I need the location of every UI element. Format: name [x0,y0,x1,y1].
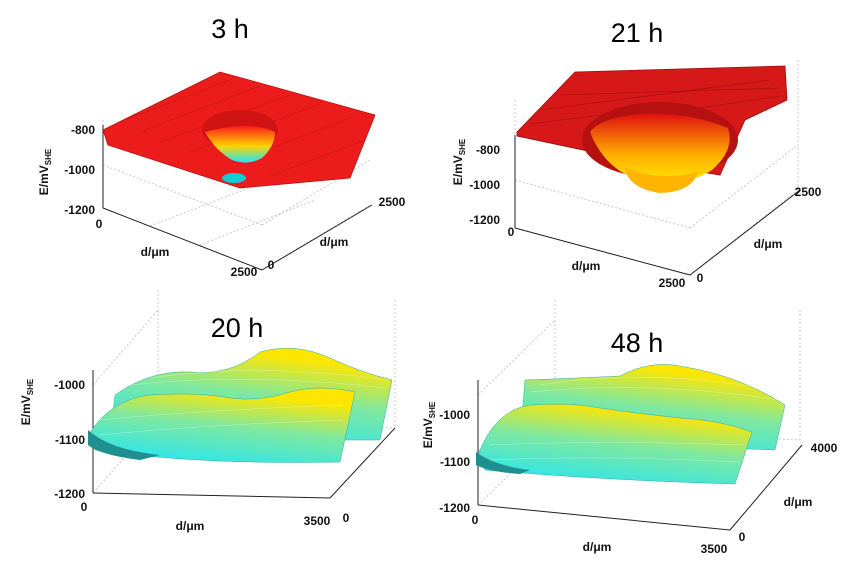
ztick-48h-0: -1000 [439,408,470,422]
ytick-21h-1: 2500 [795,185,822,199]
title-20h: 20 h [211,313,264,343]
xtick-3h-0: 0 [96,217,103,231]
ztick-3h-2: -1200 [64,203,95,217]
surface-texture [99,370,389,436]
ztick-21h-1: -1000 [469,178,500,192]
title-3h: 3 h [211,14,249,44]
axis-lines [514,135,801,276]
xlabel-21h: d/μm [572,259,601,273]
ztick-20h-1: -1100 [55,433,85,447]
xlabel-3h: d/μm [141,245,170,259]
ytick-21h-0: 0 [697,271,704,285]
ytick-3h-1: 2500 [379,195,406,209]
surface-edge-48h [476,452,530,474]
ylabel-48h: d/μm [784,495,813,509]
pit-21h [590,113,730,184]
zlabel-20h: E/mVSHE [19,378,35,425]
surface-plot-21h: 21 h -800 -1000 -1200 0 2500 0 2500 d/μm… [451,18,822,290]
xlabel-20h: d/μm [176,519,205,533]
title-21h: 21 h [611,18,664,48]
ytick-48h-0: 0 [739,530,746,544]
ztick-20h-2: -1200 [54,487,85,501]
ztick-3h-1: -1000 [64,163,95,177]
surface-ridge-front-20h [89,387,356,463]
xtick-21h-0: 0 [508,225,515,239]
ztick-3h-0: -800 [71,123,95,137]
ztick-21h-0: -800 [476,143,500,157]
axis-lines [102,125,373,271]
xtick-48h-1: 3500 [701,542,728,556]
zlabel-21h: E/mVSHE [451,138,467,185]
ytick-48h-1: 4000 [811,441,838,455]
pit-3h [205,126,275,163]
xtick-3h-1: 2500 [231,265,258,279]
title-48h: 48 h [611,328,664,358]
pit-bottom-3h [222,173,246,183]
surface-texture [489,376,784,463]
surface-plot-20h: 20 h -1000 -1100 -1200 0 3500 0 d/μm E/m… [19,290,396,533]
xtick-20h-1: 3500 [304,514,331,528]
xlabel-48h: d/μm [583,540,612,554]
ztick-48h-2: -1200 [439,501,470,515]
zlabel-3h: E/mVSHE [37,148,53,195]
ylabel-21h: d/μm [754,237,783,251]
pit-base-21h [625,168,698,193]
xtick-20h-0: 0 [81,500,88,514]
axis-lines [477,380,803,531]
xtick-48h-0: 0 [472,513,479,527]
zlabel-48h: E/mVSHE [421,401,437,448]
xtick-21h-1: 2500 [659,276,686,290]
ylabel-3h: d/μm [320,235,349,249]
ztick-20h-0: -1000 [54,378,85,392]
ytick-20h-0: 0 [343,511,350,525]
ztick-21h-2: -1200 [469,213,500,227]
surface-plot-3h: 3 h -800 -1000 -1200 0 2500 0 2500 d/μm … [37,14,406,279]
surface-edge-20h [88,430,160,460]
ytick-3h-0: 0 [268,258,275,272]
ztick-48h-1: -1100 [440,455,470,469]
surface-ridge-front-48h [477,403,753,485]
surface-texture [529,79,781,125]
surface-plot-48h: 48 h -1000 -1100 -1200 0 3500 0 4000 d/μ… [421,300,838,556]
